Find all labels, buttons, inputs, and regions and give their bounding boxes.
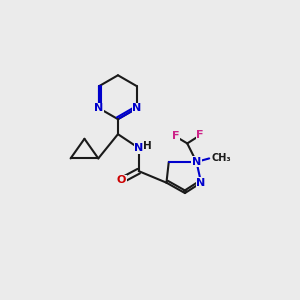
- Text: N: N: [132, 103, 142, 113]
- Text: CH₃: CH₃: [211, 153, 231, 164]
- Text: O: O: [117, 176, 126, 185]
- Text: N: N: [134, 143, 143, 153]
- Text: H: H: [143, 141, 152, 151]
- Text: N: N: [196, 178, 206, 188]
- Text: F: F: [196, 130, 204, 140]
- Text: N: N: [192, 157, 201, 167]
- Text: F: F: [172, 131, 179, 142]
- Text: N: N: [94, 103, 104, 113]
